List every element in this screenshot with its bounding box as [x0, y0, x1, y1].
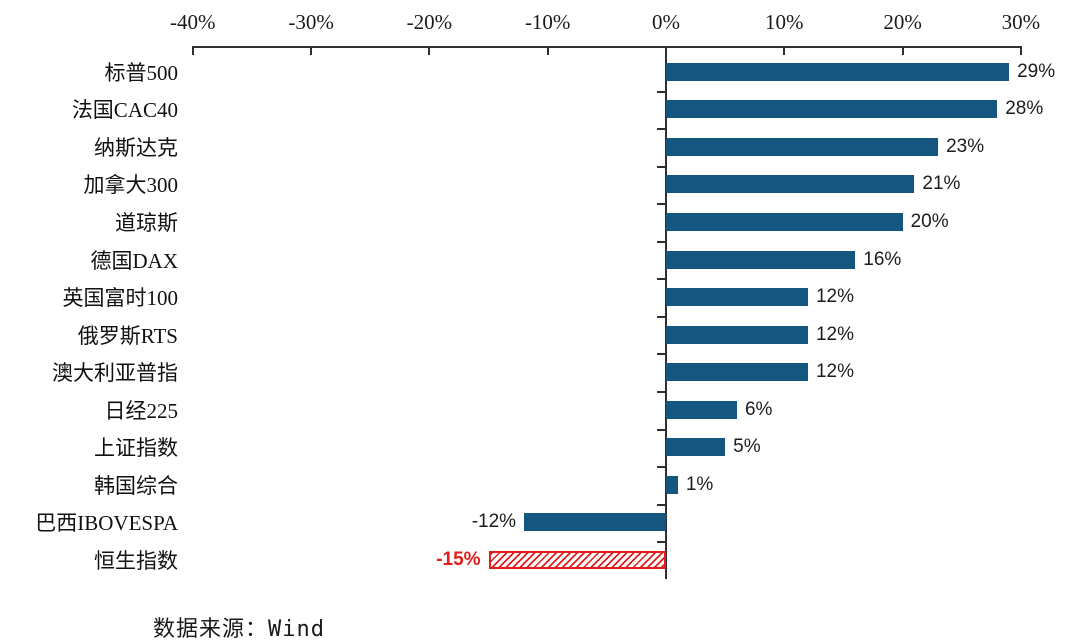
x-tick-label: -20%: [406, 10, 453, 34]
value-label: 12%: [815, 286, 854, 308]
category-label: 澳大利亚普指: [52, 361, 178, 386]
value-label: 16%: [863, 248, 902, 270]
row-tick: [657, 429, 665, 431]
x-tick-label: 10%: [765, 10, 804, 34]
row-tick: [657, 241, 665, 243]
x-axis-line: [191, 46, 1022, 48]
value-label: -12%: [471, 511, 517, 533]
value-label: 1%: [685, 473, 714, 495]
value-label: 28%: [1005, 98, 1044, 120]
bar: [666, 137, 939, 156]
x-axis-tick: [1019, 46, 1022, 55]
x-axis-tick: [546, 46, 549, 55]
bar: [666, 212, 903, 231]
row-tick: [657, 278, 665, 280]
bar: [666, 438, 726, 457]
bar: [524, 513, 666, 532]
x-tick-label: 20%: [883, 10, 922, 34]
row-tick: [657, 203, 665, 205]
category-label: 韩国综合: [94, 473, 178, 498]
value-label: 23%: [946, 135, 985, 157]
category-label: 巴西IBOVESPA: [35, 511, 178, 536]
row-tick: [657, 466, 665, 468]
bar: [666, 175, 915, 194]
bar: [666, 400, 737, 419]
source-note: 数据来源：Wind: [153, 617, 325, 642]
value-label: 29%: [1017, 60, 1056, 82]
bar: [488, 550, 666, 569]
bar: [666, 250, 856, 269]
x-tick-label: 30%: [1001, 10, 1041, 34]
row-tick: [657, 91, 665, 93]
bar: [666, 363, 808, 382]
row-tick: [657, 128, 665, 130]
x-tick-label: 0%: [652, 10, 680, 34]
row-tick: [657, 504, 665, 506]
bar: [666, 288, 808, 307]
row-tick: [657, 316, 665, 318]
row-tick: [657, 353, 665, 355]
value-label: 21%: [922, 173, 961, 195]
x-tick-label: -10%: [524, 10, 571, 34]
category-label: 日经225: [104, 398, 179, 423]
value-label: 6%: [744, 398, 773, 420]
x-axis-tick: [191, 46, 194, 55]
x-tick-label: -40%: [170, 10, 216, 34]
row-tick: [657, 541, 665, 543]
category-label: 道琼斯: [115, 210, 178, 235]
zero-axis-line: [665, 46, 667, 579]
bar: [666, 100, 998, 119]
category-label: 英国富时100: [62, 286, 179, 311]
category-label: 恒生指数: [94, 548, 178, 573]
bar: [666, 475, 678, 494]
bar: [666, 325, 808, 344]
value-label: 12%: [815, 361, 854, 383]
category-label: 纳斯达克: [94, 135, 178, 160]
category-label: 标普500: [104, 60, 179, 85]
x-axis-tick: [428, 46, 431, 55]
value-label: 12%: [815, 323, 854, 345]
category-label: 法国CAC40: [71, 98, 178, 123]
row-tick: [657, 166, 665, 168]
value-label: 5%: [733, 436, 761, 458]
x-axis-tick: [901, 46, 904, 55]
value-label: 20%: [910, 210, 949, 232]
value-label: -15%: [436, 548, 481, 570]
category-label: 德国DAX: [90, 248, 179, 273]
category-label: 加拿大300: [83, 173, 179, 198]
category-label: 俄罗斯RTS: [77, 323, 178, 348]
row-tick: [657, 391, 665, 393]
x-axis-tick: [783, 46, 786, 55]
category-label: 上证指数: [94, 436, 178, 461]
bar: [666, 62, 1010, 81]
x-axis-tick: [310, 46, 313, 55]
x-tick-label: -30%: [288, 10, 334, 34]
